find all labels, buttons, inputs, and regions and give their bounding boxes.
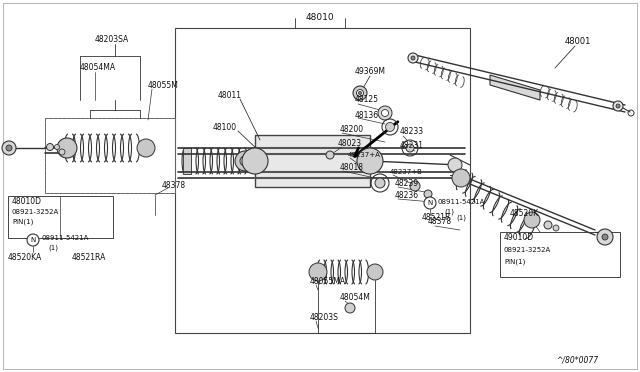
Circle shape bbox=[137, 139, 155, 157]
Circle shape bbox=[367, 264, 383, 280]
Circle shape bbox=[385, 122, 394, 131]
Text: 48023: 48023 bbox=[338, 138, 362, 148]
Bar bbox=[175, 28, 470, 333]
Circle shape bbox=[613, 101, 623, 111]
Text: 48001: 48001 bbox=[565, 38, 591, 46]
Text: 48055M: 48055M bbox=[148, 80, 179, 90]
Text: 08911-5421A: 08911-5421A bbox=[438, 199, 485, 205]
Circle shape bbox=[410, 181, 420, 191]
Circle shape bbox=[358, 92, 362, 94]
Bar bbox=[500, 232, 620, 277]
Text: 48378: 48378 bbox=[162, 180, 186, 189]
Circle shape bbox=[411, 56, 415, 60]
Circle shape bbox=[59, 149, 65, 155]
Text: 48520K: 48520K bbox=[510, 209, 539, 218]
Circle shape bbox=[235, 151, 255, 171]
Circle shape bbox=[47, 144, 54, 151]
Bar bbox=[8, 196, 113, 238]
Text: PIN(1): PIN(1) bbox=[504, 259, 525, 265]
Bar bbox=[183, 148, 191, 174]
Circle shape bbox=[309, 263, 327, 281]
Text: 48136: 48136 bbox=[355, 110, 379, 119]
Text: 48200: 48200 bbox=[340, 125, 364, 135]
Circle shape bbox=[57, 138, 77, 158]
Circle shape bbox=[242, 148, 268, 174]
Text: 48237+A: 48237+A bbox=[348, 152, 381, 158]
Circle shape bbox=[597, 229, 613, 245]
Text: 48011: 48011 bbox=[218, 90, 242, 99]
Text: ^/80*0077: ^/80*0077 bbox=[556, 356, 598, 365]
Text: 48520KA: 48520KA bbox=[8, 253, 42, 263]
Bar bbox=[255, 135, 370, 187]
Text: 48239: 48239 bbox=[395, 180, 419, 189]
Text: 48231: 48231 bbox=[400, 141, 424, 150]
Circle shape bbox=[378, 106, 392, 120]
Text: 48237+B: 48237+B bbox=[390, 169, 423, 175]
Bar bbox=[45, 118, 175, 193]
Bar bbox=[45, 118, 175, 193]
Text: 08911-5421A: 08911-5421A bbox=[42, 235, 90, 241]
Text: 49010D: 49010D bbox=[504, 234, 534, 243]
Text: 49369M: 49369M bbox=[355, 67, 386, 77]
Circle shape bbox=[424, 190, 432, 198]
Circle shape bbox=[616, 104, 620, 108]
Text: 08921-3252A: 08921-3252A bbox=[504, 247, 551, 253]
Circle shape bbox=[381, 109, 388, 116]
Circle shape bbox=[424, 197, 436, 209]
Circle shape bbox=[353, 86, 367, 100]
Circle shape bbox=[406, 144, 414, 152]
Text: (1): (1) bbox=[444, 209, 454, 215]
Text: PIN(1): PIN(1) bbox=[12, 219, 33, 225]
Text: 48010: 48010 bbox=[306, 13, 334, 22]
Circle shape bbox=[602, 234, 608, 240]
Circle shape bbox=[448, 158, 462, 172]
Circle shape bbox=[345, 303, 355, 313]
Text: 48055MA: 48055MA bbox=[310, 278, 346, 286]
Text: 48100: 48100 bbox=[213, 124, 237, 132]
Text: 48203S: 48203S bbox=[310, 314, 339, 323]
Text: 48521RA: 48521RA bbox=[72, 253, 106, 263]
Text: 48378: 48378 bbox=[428, 218, 452, 227]
Circle shape bbox=[375, 178, 385, 188]
Text: 48054MA: 48054MA bbox=[80, 64, 116, 73]
Circle shape bbox=[326, 151, 334, 159]
Circle shape bbox=[544, 221, 552, 229]
Circle shape bbox=[27, 234, 39, 246]
Circle shape bbox=[6, 145, 12, 151]
Circle shape bbox=[553, 225, 559, 231]
Circle shape bbox=[408, 53, 418, 63]
Text: 48203SA: 48203SA bbox=[95, 35, 129, 45]
Text: 48521R: 48521R bbox=[422, 214, 451, 222]
Text: (1): (1) bbox=[48, 245, 58, 251]
Circle shape bbox=[356, 90, 364, 96]
Text: N: N bbox=[428, 200, 433, 206]
Circle shape bbox=[240, 156, 250, 166]
Text: 48054M: 48054M bbox=[340, 294, 371, 302]
Text: 48010D: 48010D bbox=[12, 198, 42, 206]
Text: (1): (1) bbox=[456, 215, 466, 221]
Text: N: N bbox=[30, 237, 36, 243]
Text: 08921-3252A: 08921-3252A bbox=[12, 209, 60, 215]
Text: 48125: 48125 bbox=[355, 96, 379, 105]
Text: 48233: 48233 bbox=[400, 128, 424, 137]
Circle shape bbox=[452, 169, 470, 187]
Text: 48018: 48018 bbox=[340, 164, 364, 173]
Polygon shape bbox=[490, 75, 540, 100]
Text: 48236: 48236 bbox=[395, 192, 419, 201]
Circle shape bbox=[54, 144, 60, 150]
Circle shape bbox=[357, 148, 383, 174]
Circle shape bbox=[524, 212, 540, 228]
Circle shape bbox=[2, 141, 16, 155]
